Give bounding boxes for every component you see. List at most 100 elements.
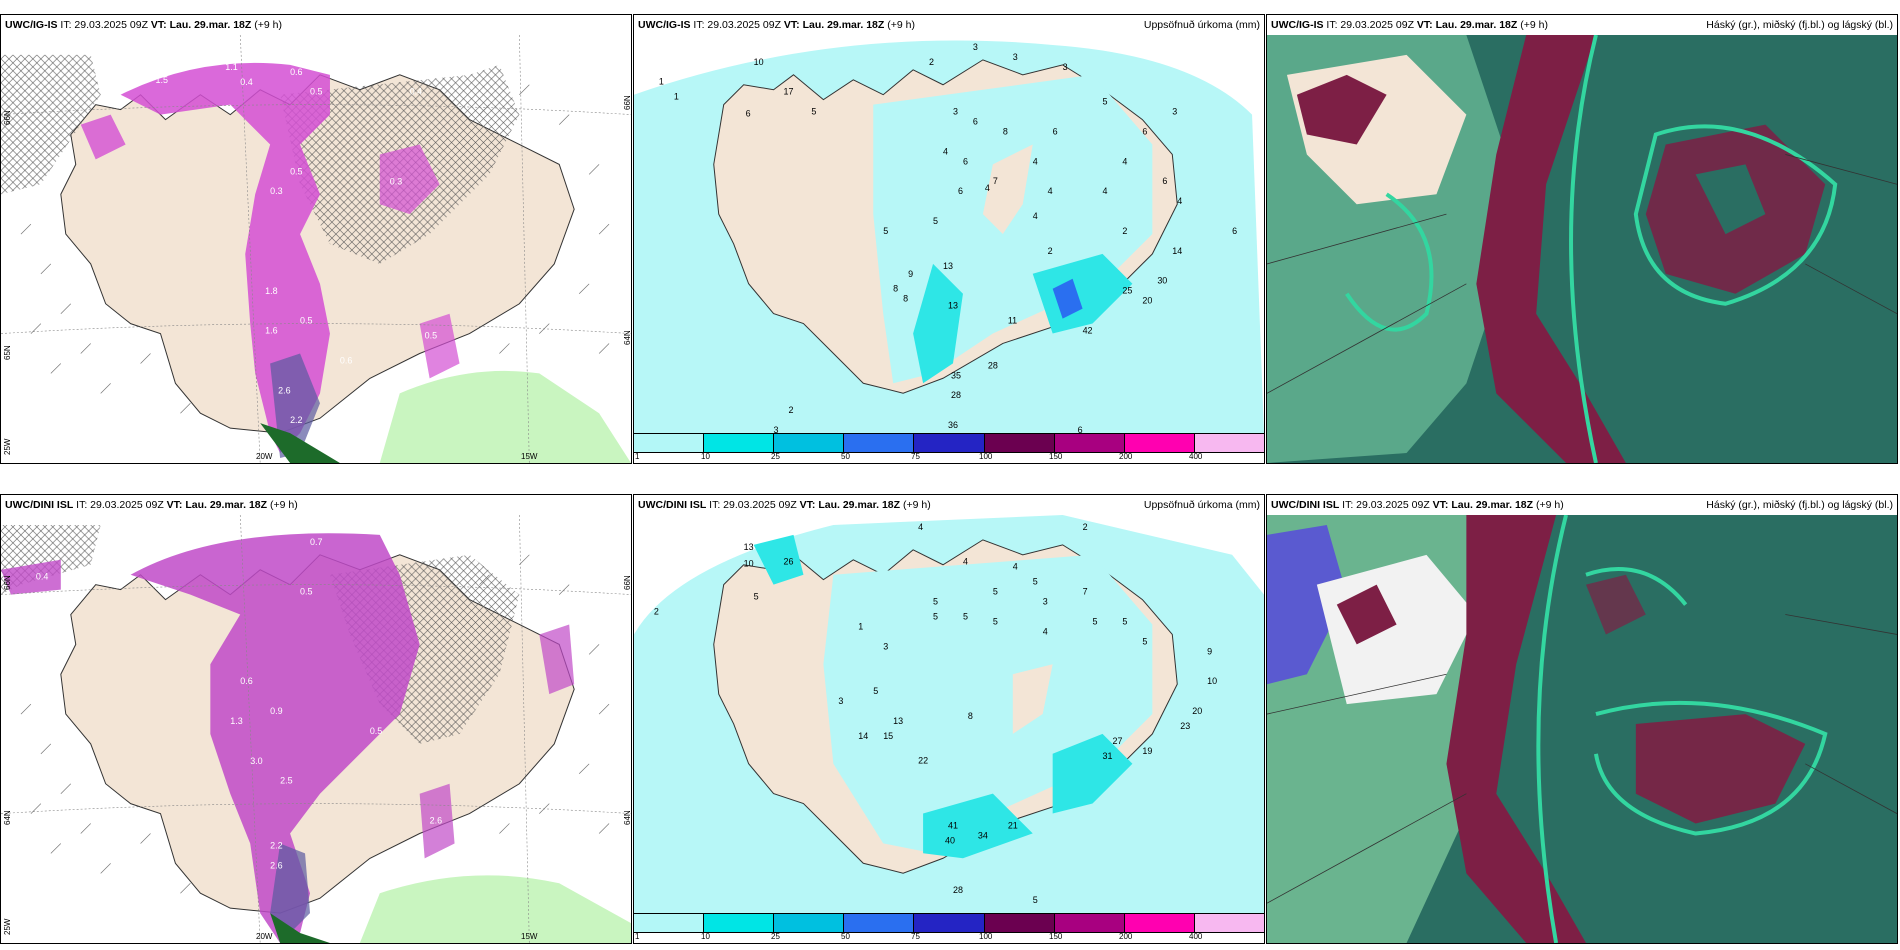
- colorbar-tick: 10: [701, 452, 710, 461]
- colorbar-tick: 400: [1189, 452, 1203, 461]
- colorbar-cells: [634, 913, 1264, 933]
- snow-area: [379, 370, 631, 463]
- precip-label: 5: [1093, 616, 1098, 626]
- type-label: 0.2: [185, 57, 197, 67]
- dry-patch: [982, 144, 1033, 234]
- precip-label: 5: [1103, 97, 1108, 107]
- model-name: UWC/DINI ISL: [1271, 499, 1340, 511]
- colorbar-ticks: 1 10 25 50 75 100 150 200 400: [634, 931, 1264, 943]
- lead-time: (+9 h): [902, 499, 931, 511]
- type-label: 2.6: [270, 860, 282, 870]
- model-name: UWC/DINI ISL: [5, 499, 74, 511]
- precip-label: 17: [784, 87, 794, 97]
- dry-patch: [1012, 664, 1053, 734]
- precip-label: 3: [1013, 52, 1018, 62]
- map-svg: [1267, 35, 1897, 463]
- type-label: 0.5: [290, 166, 302, 176]
- precip-label: 5: [933, 597, 938, 607]
- precip-label: 10: [1207, 676, 1217, 686]
- precip-label: 5: [993, 616, 998, 626]
- panel-type-row1: UWC/IG-IS IT: 29.03.2025 09Z VT: Lau. 29…: [0, 14, 632, 464]
- cloud-high: [1336, 584, 1397, 645]
- colorbar-cell: [984, 434, 1055, 452]
- valid-label: VT:: [1416, 19, 1433, 31]
- graticule: [1267, 614, 1897, 904]
- precip-label: 6: [1078, 425, 1083, 433]
- type-label: 0.4: [240, 77, 252, 87]
- precip-label: 23: [1180, 721, 1190, 731]
- init-time: IT: 29.03.2025 09Z: [709, 499, 797, 511]
- type-label: 0.3: [156, 65, 168, 75]
- graticule: [1267, 154, 1897, 394]
- precip-label: 2: [1048, 246, 1053, 256]
- model-name: UWC/DINI ISL: [638, 499, 707, 511]
- precip-label: 2: [789, 405, 794, 415]
- precip-label: 22: [918, 756, 928, 766]
- type-label: 0.5: [300, 587, 312, 597]
- colorbar-cell: [1054, 434, 1125, 452]
- precip-label: 28: [988, 360, 998, 370]
- precip-label: 30: [1157, 276, 1167, 286]
- cloud-gap: [1695, 164, 1766, 235]
- map-svg: 0.3 0.4 0.3 0.7 0.5 0.9 0.6 1.3 3.0 2.5 …: [1, 515, 631, 943]
- precip-label: 15: [883, 731, 893, 741]
- precip-mid: [753, 534, 804, 585]
- precip-label: 6: [973, 117, 978, 127]
- map-accum-precip: 4 2 2 13 10 26 5 1 4 4 5 5 5 3 7 5 5 5 4…: [634, 515, 1264, 913]
- map-accum-precip: 1 1 10 17 6 5 2 3 3 3 3 6 8 6 4 6 7 6 4 …: [634, 35, 1264, 433]
- type-label: 0.3: [385, 522, 397, 532]
- precip-label: 21: [1008, 820, 1018, 830]
- graticule: [1, 35, 631, 463]
- type-label: 1.1: [225, 62, 237, 72]
- panel-type-row2: UWC/DINI ISL IT: 29.03.2025 09Z VT: Lau.…: [0, 494, 632, 944]
- type-label: 1.5: [156, 75, 168, 85]
- precip-label: 42: [1083, 326, 1093, 336]
- colorbar-tick: 1: [635, 932, 640, 941]
- precip-label: 6: [963, 156, 968, 166]
- precip-label: 2: [654, 607, 659, 617]
- cloud-low-bright: [1316, 554, 1477, 705]
- precip-mid: [913, 263, 963, 384]
- type-label: 2.2: [290, 415, 302, 425]
- precip-label: 13: [744, 542, 754, 552]
- lat-label: 65N: [3, 345, 12, 360]
- precip-label: 20: [1142, 296, 1152, 306]
- precip-label: 4: [1177, 196, 1182, 206]
- colorbar-tick: 200: [1119, 452, 1133, 461]
- colorbar-cell: [704, 434, 775, 452]
- colorbar-cell: [1194, 434, 1264, 452]
- valid-time: Lau. 29.mar. 18Z: [1451, 499, 1534, 511]
- type-label: 0.3: [390, 176, 402, 186]
- cloud-high-band: [1446, 515, 1586, 943]
- precip-label: 13: [943, 261, 953, 271]
- precip-label: 6: [1232, 226, 1237, 236]
- precip-label: 8: [893, 284, 898, 294]
- precip-label: 6: [1162, 176, 1167, 186]
- green-band: [260, 423, 340, 463]
- colorbar-cell: [1124, 914, 1195, 932]
- init-time: IT: 29.03.2025 09Z: [693, 19, 781, 31]
- rain-band: [130, 533, 420, 943]
- type-label: 1.8: [265, 286, 277, 296]
- lat-label: 25W: [3, 918, 12, 935]
- precip-label: 41: [948, 820, 958, 830]
- colorbar: 1 10 25 50 75 100 150 200 400: [634, 433, 1264, 463]
- precip-label: 3: [1063, 62, 1068, 72]
- precip-type-labels: 0.2 0.3 1.1 1.5 0.4 0.6 0.5 0.4 0.5 0.3 …: [156, 57, 438, 425]
- precip-heavy: [1052, 278, 1083, 319]
- precip-label: 1: [674, 92, 679, 102]
- colorbar-tick: 150: [1049, 452, 1063, 461]
- panel-clouds-row1: UWC/IG-IS IT: 29.03.2025 09Z VT: Lau. 29…: [1266, 14, 1898, 464]
- precip-label: 13: [948, 301, 958, 311]
- type-label: 0.5: [425, 331, 437, 341]
- cloud-high: [1296, 74, 1387, 145]
- precip-label: 28: [951, 390, 961, 400]
- map-svg: [1267, 515, 1897, 943]
- rain-patch: [539, 624, 575, 695]
- precip-label: 4: [943, 146, 948, 156]
- precip-label: 4: [1122, 156, 1127, 166]
- colorbar-tick: 1: [635, 452, 640, 461]
- mixed-area-hatch: [1, 54, 101, 195]
- colorbar-cell: [914, 914, 985, 932]
- precip-label: 3: [953, 107, 958, 117]
